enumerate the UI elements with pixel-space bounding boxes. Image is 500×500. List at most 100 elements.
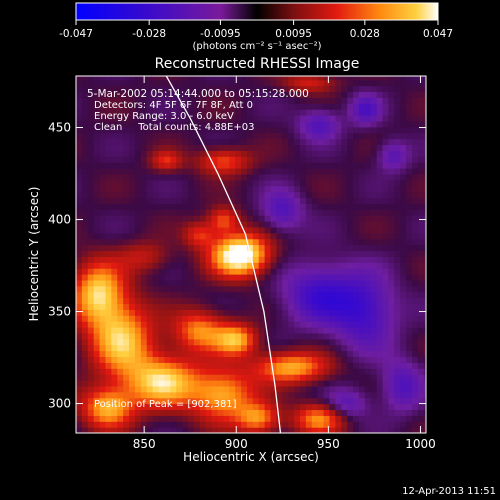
heatmap-cell [81,374,89,381]
heatmap-cell [105,268,112,275]
heatmap-cell [146,144,154,151]
heatmap-cell [288,209,295,216]
heatmap-cell [323,232,331,240]
heatmap-cell [406,391,413,399]
heatmap-cell [164,385,171,393]
heatmap-cell [199,403,207,411]
heatmap-cell [123,385,130,393]
heatmap-cell [246,191,254,199]
heatmap-cell [258,126,266,134]
heatmap-cell [99,315,107,322]
heatmap-cell [229,297,236,305]
heatmap-cell [370,427,378,433]
heatmap-cell [76,138,83,146]
heatmap-cell [140,138,148,146]
heatmap-cell [406,232,413,240]
heatmap-cell [364,374,372,381]
heatmap-cell [294,76,301,81]
heatmap-cell [117,368,124,375]
heatmap-cell [264,156,272,163]
heatmap-cell [99,203,107,210]
heatmap-cell [81,332,89,340]
heatmap-cell [134,144,142,151]
heatmap-cell [341,221,348,228]
heatmap-cell [87,126,95,134]
heatmap-cell [323,126,331,134]
heatmap-cell [252,109,260,116]
heatmap-cell [111,297,118,305]
heatmap-cell [370,79,378,87]
heatmap-cell [217,356,224,363]
heatmap-cell [229,232,236,240]
heatmap-cell [406,385,413,393]
heatmap-cell [388,138,395,146]
heatmap-cell [323,226,331,234]
heatmap-cell [140,191,148,199]
heatmap-cell [382,256,390,263]
heatmap-cell [382,427,390,433]
heatmap-cell [111,315,118,322]
heatmap-cell [341,168,348,175]
heatmap-cell [388,268,395,275]
heatmap-cell [152,191,160,199]
heatmap-cell [270,162,278,169]
heatmap-cell [217,385,224,393]
heatmap-cell [193,297,201,305]
heatmap-cell [117,421,124,428]
heatmap-cell [229,274,236,281]
heatmap-cell [311,332,319,340]
heatmap-cell [111,362,118,369]
heatmap-cell [423,368,426,375]
heatmap-cell [229,209,236,216]
heatmap-cell [217,327,224,334]
heatmap-cell [123,380,130,387]
heatmap-cell [358,415,366,422]
heatmap-cell [81,309,89,316]
heatmap-cell [282,215,289,222]
heatmap-cell [370,415,378,422]
heatmap-cell [158,197,166,204]
heatmap-cell [164,421,171,428]
heatmap-cell [364,162,372,169]
heatmap-cell [199,226,207,234]
heatmap-cell [282,209,289,216]
heatmap-cell [335,132,342,140]
heatmap-cell [323,132,331,140]
heatmap-cell [335,315,342,322]
heatmap-cell [235,415,242,422]
heatmap-cell [252,303,260,310]
heatmap-cell [282,120,289,128]
heatmap-cell [111,309,118,316]
heatmap-cell [188,126,195,134]
heatmap-cell [205,356,213,363]
heatmap-cell [294,285,301,293]
heatmap-cell [188,315,195,322]
heatmap-cell [282,279,289,287]
heatmap-cell [76,132,83,140]
heatmap-cell [252,168,260,175]
heatmap-cell [87,215,95,222]
heatmap-cell [276,91,283,98]
heatmap-cell [246,144,254,151]
heatmap-cell [282,332,289,340]
heatmap-cell [311,162,319,169]
heatmap-cell [170,215,177,222]
heatmap-cell [329,203,336,210]
heatmap-cell [364,244,372,252]
heatmap-cell [76,427,83,433]
heatmap-cell [353,168,360,175]
heatmap-cell [99,303,107,310]
heatmap-cell [300,97,307,104]
heatmap-cell [76,197,83,204]
heatmap-cell [229,244,236,252]
heatmap-cell [353,79,360,87]
heatmap-cell [229,303,236,310]
heatmap-cell [258,356,266,363]
heatmap-cell [99,297,107,305]
heatmap-cell [235,315,242,322]
heatmap-cell [370,380,378,387]
heatmap-cell [111,403,118,411]
heatmap-cell [317,250,325,257]
heatmap-cell [129,238,136,246]
heatmap-cell [300,138,307,146]
